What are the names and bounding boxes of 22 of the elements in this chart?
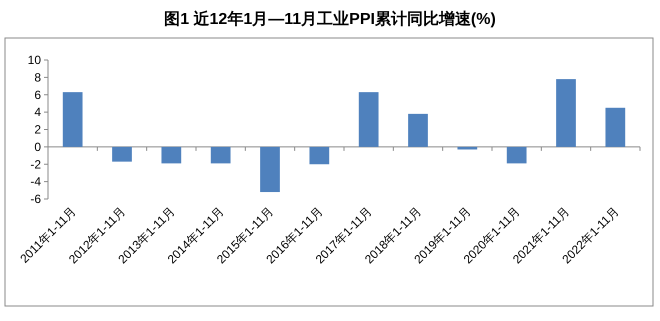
y-tick-label: 8 — [34, 70, 42, 84]
bar — [358, 92, 379, 147]
chart-title: 图1 近12年1月—11月工业PPI累计同比增速(%) — [164, 10, 496, 28]
bar — [506, 146, 527, 164]
bar — [605, 108, 626, 147]
bar — [309, 146, 330, 164]
bar — [161, 146, 182, 164]
y-tick-label: 2 — [34, 122, 42, 136]
y-tick-label: 4 — [34, 105, 42, 120]
y-tick-label: 6 — [34, 88, 42, 102]
y-tick-label: 0 — [34, 140, 42, 154]
y-tick-label: -4 — [30, 174, 42, 189]
y-tick-label: 10 — [28, 53, 42, 67]
bar — [210, 146, 231, 164]
bar — [62, 92, 83, 147]
y-tick-label: -2 — [30, 157, 42, 172]
bar — [260, 146, 280, 192]
bar — [556, 79, 576, 147]
bar — [408, 114, 428, 147]
bar — [457, 146, 478, 150]
y-tick-label: -6 — [30, 192, 42, 206]
bar — [112, 146, 132, 162]
